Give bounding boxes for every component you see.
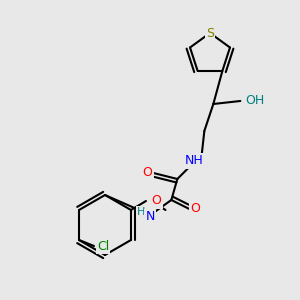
Text: OH: OH [245,94,264,107]
Text: O: O [152,194,161,208]
Text: S: S [206,26,214,40]
Text: O: O [142,167,152,179]
Text: NH: NH [184,154,203,167]
Text: N: N [146,210,155,223]
Text: Cl: Cl [97,239,109,253]
Text: O: O [190,202,200,215]
Text: H: H [137,207,146,217]
